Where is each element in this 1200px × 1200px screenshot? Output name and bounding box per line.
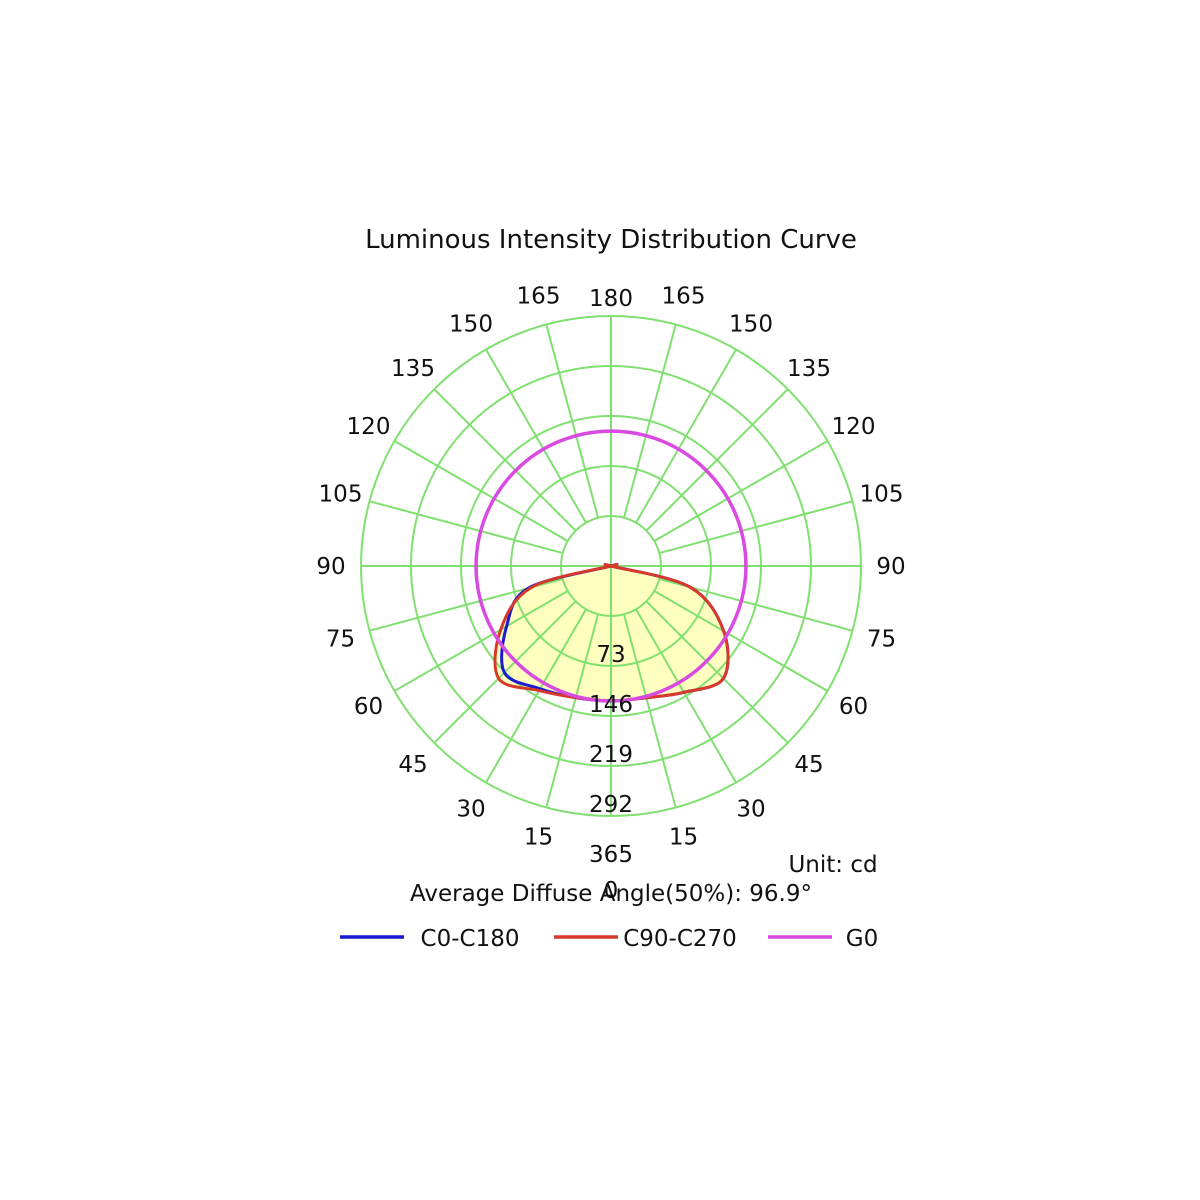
grid-spoke xyxy=(622,324,677,518)
angle-tick-label: 30 xyxy=(456,797,485,823)
grid-spoke xyxy=(433,388,577,532)
angle-tick-label: 120 xyxy=(347,414,391,440)
grid-spoke xyxy=(653,440,829,542)
radial-tick-label: 292 xyxy=(589,792,633,818)
chart-legend: C0-C180 C90-C270 G0 xyxy=(340,926,878,952)
grid-spoke xyxy=(485,348,587,524)
grid-spoke xyxy=(635,348,737,524)
grid-spoke xyxy=(369,500,563,555)
radial-tick-label: 0 xyxy=(604,878,619,904)
chart-title: Luminous Intensity Distribution Curve xyxy=(365,225,857,255)
angle-tick-label: 60 xyxy=(354,694,383,720)
angle-tick-label: 15 xyxy=(669,825,698,851)
grid-spoke xyxy=(393,440,569,542)
grid-spoke-overlay xyxy=(545,614,600,701)
grid-spoke xyxy=(659,500,853,555)
angle-tick-label: 75 xyxy=(867,627,896,653)
angle-tick-label: 120 xyxy=(832,414,876,440)
angle-tick-label: 105 xyxy=(319,482,363,508)
angle-tick-label: 150 xyxy=(449,312,493,338)
angle-tick-label: 60 xyxy=(839,694,868,720)
grid-spoke-overlay xyxy=(645,600,729,701)
grid-spoke-overlay xyxy=(494,590,569,692)
series-c90-c270-curve xyxy=(493,562,730,703)
angle-tick-label-top: 180 xyxy=(589,286,633,312)
legend-label: G0 xyxy=(846,926,878,952)
radial-tick-labels: 0 73 146 219 292 365 xyxy=(589,642,633,904)
angle-tick-label: 165 xyxy=(662,284,706,310)
grid-spoke xyxy=(645,388,789,532)
angle-tick-label: 75 xyxy=(326,627,355,653)
angle-tick-label: 135 xyxy=(787,356,831,382)
angle-tick-label: 30 xyxy=(736,797,765,823)
beam-angle-label: Average Diffuse Angle(50%): 96.9° xyxy=(410,881,812,907)
angle-tick-label: 105 xyxy=(860,482,904,508)
radial-tick-label: 73 xyxy=(596,642,625,668)
angle-tick-label: 90 xyxy=(316,554,345,580)
radial-tick-label: 365 xyxy=(589,842,633,868)
angle-tick-labels: 15 30 45 60 75 90 105 120 135 150 165 15 30 45 60 75 90 1… xyxy=(316,284,905,851)
angle-tick-label: 135 xyxy=(391,356,435,382)
angle-tick-label: 15 xyxy=(524,825,553,851)
radial-tick-label: 146 xyxy=(589,692,633,718)
angle-tick-label: 150 xyxy=(729,312,773,338)
legend-label: C0-C180 xyxy=(421,926,520,952)
angle-tick-label: 90 xyxy=(876,554,905,580)
grid-spoke-overlay xyxy=(622,614,677,701)
legend-label: C90-C270 xyxy=(623,926,737,952)
polar-grid xyxy=(360,315,862,817)
grid-spoke xyxy=(545,324,600,518)
unit-label: Unit: cd xyxy=(788,852,877,878)
angle-tick-label: 45 xyxy=(398,752,427,778)
radial-tick-label: 219 xyxy=(589,742,633,768)
angle-tick-label: 165 xyxy=(517,284,561,310)
grid-spoke-overlay xyxy=(653,590,729,692)
series-g0-curve xyxy=(474,429,748,703)
angle-tick-label: 45 xyxy=(794,752,823,778)
